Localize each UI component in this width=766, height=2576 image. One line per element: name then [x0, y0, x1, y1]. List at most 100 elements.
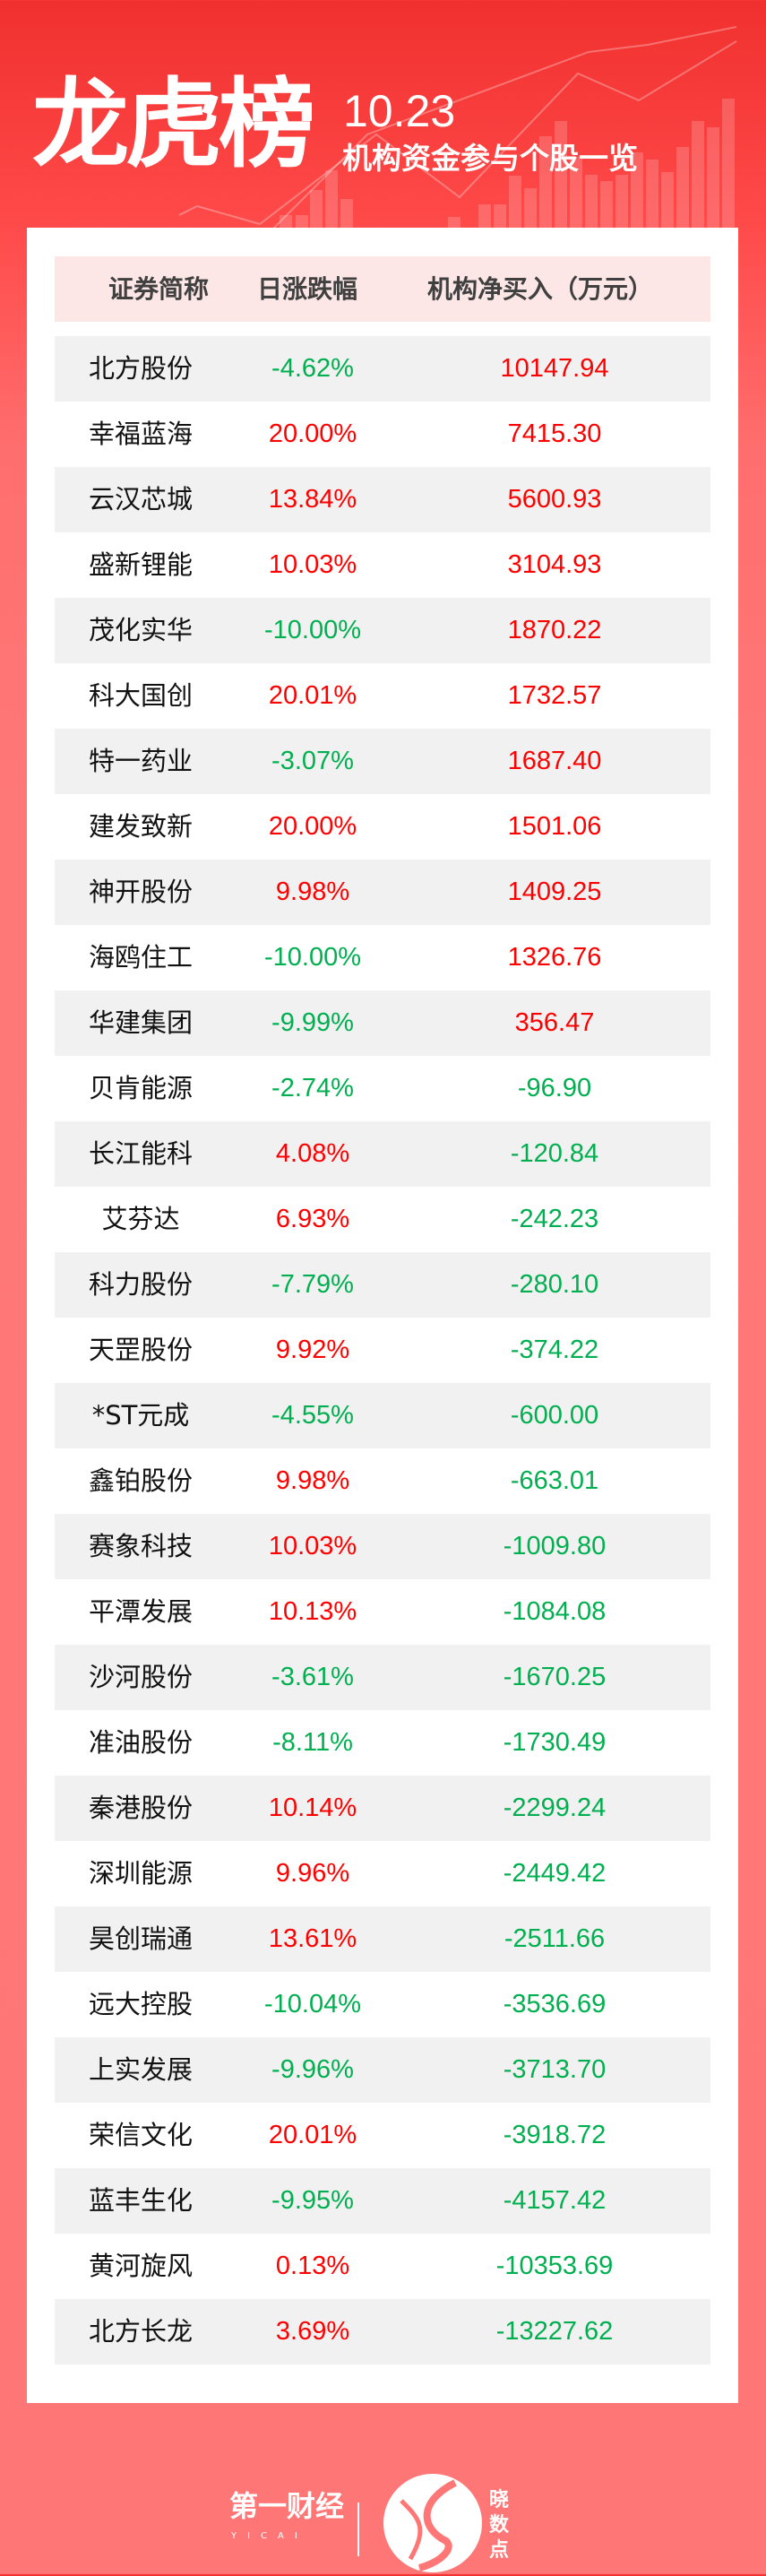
- page-subtitle: 机构资金参与个股一览: [342, 141, 638, 176]
- institution-net-buy: -374.22: [510, 1336, 599, 1364]
- table-row: 准油股份 -8.11% -1730.49: [55, 1710, 710, 1776]
- xiaoshudian-logo-icon: [383, 2474, 482, 2572]
- report-date: 10.23: [343, 86, 456, 136]
- table-row: 艾芬达 6.93% -242.23: [55, 1187, 710, 1252]
- stock-name: 建发致新: [88, 811, 194, 842]
- institution-net-buy: -663.01: [510, 1466, 599, 1495]
- daily-change: -10.00%: [263, 616, 362, 644]
- table-row: 特一药业 -3.07% 1687.40: [55, 729, 710, 794]
- header-chart-decoration: [178, 26, 737, 233]
- table-row: *ST元成 -4.55% -600.00: [55, 1383, 710, 1448]
- stock-name: 幸福蓝海: [88, 419, 194, 449]
- table-row: 科力股份 -7.79% -280.10: [55, 1252, 710, 1318]
- table-row: 幸福蓝海 20.00% 7415.30: [55, 402, 710, 467]
- daily-change: 10.13%: [268, 1597, 357, 1626]
- stock-name: 赛象科技: [88, 1531, 194, 1561]
- institution-net-buy: -1730.49: [503, 1728, 607, 1757]
- institution-net-buy: -13227.62: [495, 2317, 614, 2346]
- institution-net-buy: -120.84: [510, 1139, 599, 1168]
- daily-change: 20.01%: [268, 681, 357, 710]
- footer: 第一财经 YICAI 晓数点: [0, 2420, 766, 2574]
- daily-change: 9.98%: [275, 1466, 350, 1495]
- institution-net-buy: -3713.70: [503, 2055, 607, 2084]
- stock-name: 茂化实华: [88, 615, 194, 645]
- daily-change: -9.99%: [271, 1008, 354, 1037]
- stock-name: 远大控股: [88, 1989, 194, 2019]
- table-header: 证券简称 日涨跌幅 机构净买入（万元）: [55, 256, 710, 322]
- stock-name: 北方长龙: [88, 2316, 194, 2347]
- stock-name: 秦港股份: [88, 1793, 194, 1823]
- institution-net-buy: 1870.22: [507, 616, 602, 644]
- institution-net-buy: -96.90: [517, 1074, 592, 1102]
- daily-change: -9.96%: [271, 2055, 354, 2084]
- daily-change: 10.14%: [268, 1794, 357, 1822]
- table-row: 鑫铂股份 9.98% -663.01: [55, 1448, 710, 1514]
- stock-name: 深圳能源: [88, 1858, 194, 1889]
- stock-name: 北方股份: [88, 353, 194, 384]
- column-header-change: 日涨跌幅: [257, 274, 358, 304]
- institution-net-buy: 5600.93: [507, 485, 602, 514]
- institution-net-buy: 1326.76: [507, 943, 602, 972]
- table-card: 证券简称 日涨跌幅 机构净买入（万元） 北方股份 -4.62% 10147.94 幸福…: [27, 228, 738, 2403]
- stock-name: 沙河股份: [88, 1662, 194, 1692]
- stock-name: 科大国创: [88, 680, 194, 711]
- table-body: 北方股份 -4.62% 10147.94 幸福蓝海 20.00% 7415.30 云汉芯城 1…: [55, 336, 710, 2364]
- institution-net-buy: 1687.40: [507, 747, 602, 775]
- table-row: 科大国创 20.01% 1732.57: [55, 663, 710, 729]
- institution-net-buy: -1670.25: [503, 1663, 607, 1691]
- table-row: 沙河股份 -3.61% -1670.25: [55, 1645, 710, 1710]
- daily-change: -7.79%: [271, 1270, 354, 1299]
- daily-change: -4.55%: [271, 1401, 354, 1430]
- institution-net-buy: -2449.42: [503, 1859, 607, 1888]
- table-row: 茂化实华 -10.00% 1870.22: [55, 598, 710, 663]
- stock-name: 蓝丰生化: [88, 2185, 194, 2216]
- yicai-logo-en: YICAI: [231, 2531, 308, 2541]
- table-row: 远大控股 -10.04% -3536.69: [55, 1972, 710, 2037]
- table-row: 上实发展 -9.96% -3713.70: [55, 2037, 710, 2103]
- stock-name: 华建集团: [88, 1007, 194, 1038]
- daily-change: -9.95%: [271, 2186, 354, 2215]
- table-row: 深圳能源 9.96% -2449.42: [55, 1841, 710, 1906]
- institution-net-buy: -4157.42: [503, 2186, 607, 2215]
- daily-change: 3.69%: [275, 2317, 350, 2346]
- daily-change: 9.92%: [275, 1336, 350, 1364]
- stock-name: 神开股份: [88, 877, 194, 907]
- yicai-logo: 第一财经: [229, 2489, 345, 2523]
- stock-name: 昊创瑞通: [88, 1923, 194, 1954]
- table-row: 神开股份 9.98% 1409.25: [55, 860, 710, 925]
- daily-change: -10.04%: [263, 1990, 362, 2018]
- daily-change: 10.03%: [268, 550, 357, 579]
- daily-change: 13.61%: [268, 1924, 357, 1953]
- institution-net-buy: 10147.94: [500, 354, 609, 383]
- stock-name: 海鸥住工: [88, 942, 194, 972]
- institution-net-buy: -600.00: [510, 1401, 599, 1430]
- xiaoshudian-label: 晓数点: [489, 2489, 510, 2562]
- table-row: 荣信文化 20.01% -3918.72: [55, 2103, 710, 2168]
- institution-net-buy: -10353.69: [495, 2252, 614, 2280]
- daily-change: 20.00%: [268, 419, 357, 448]
- daily-change: -3.61%: [271, 1663, 354, 1691]
- table-row: 黄河旋风 0.13% -10353.69: [55, 2234, 710, 2299]
- institution-net-buy: 7415.30: [507, 419, 602, 448]
- table-row: 建发致新 20.00% 1501.06: [55, 794, 710, 860]
- column-header-net-buy: 机构净买入（万元）: [427, 274, 654, 304]
- daily-change: 20.00%: [268, 812, 357, 841]
- institution-net-buy: 356.47: [514, 1008, 595, 1037]
- table-row: 盛新锂能 10.03% 3104.93: [55, 532, 710, 598]
- table-row: 贝肯能源 -2.74% -96.90: [55, 1056, 710, 1121]
- table-row: 蓝丰生化 -9.95% -4157.42: [55, 2168, 710, 2234]
- stock-name: 盛新锂能: [88, 549, 194, 580]
- institution-net-buy: -2511.66: [503, 1924, 606, 1953]
- logo-divider: [357, 2503, 359, 2556]
- daily-change: 9.96%: [275, 1859, 350, 1888]
- table-row: 云汉芯城 13.84% 5600.93: [55, 467, 710, 532]
- table-row: 赛象科技 10.03% -1009.80: [55, 1514, 710, 1579]
- institution-net-buy: -1084.08: [503, 1597, 607, 1626]
- institution-net-buy: -242.23: [510, 1205, 599, 1233]
- stock-name: 上实发展: [88, 2054, 194, 2085]
- daily-change: -10.00%: [263, 943, 362, 972]
- stock-name: 平潭发展: [88, 1596, 194, 1627]
- daily-change: -3.07%: [271, 747, 354, 775]
- stock-name: 艾芬达: [101, 1204, 180, 1234]
- stock-name: *ST元成: [91, 1400, 190, 1431]
